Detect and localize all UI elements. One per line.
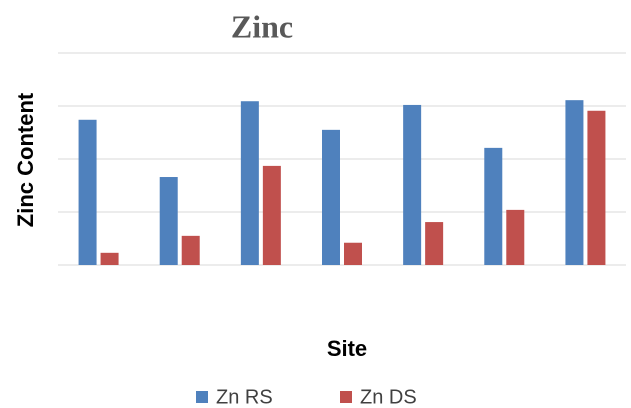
chart-title: Zinc (231, 8, 293, 44)
bar (403, 104, 422, 265)
legend-label: Zn RS (216, 386, 273, 408)
bar (344, 242, 362, 265)
bar (484, 147, 503, 265)
x-axis-label: Site (327, 336, 367, 361)
bar (425, 222, 444, 265)
bar (78, 119, 97, 265)
bar (181, 235, 200, 265)
legend-swatch (196, 391, 208, 403)
y-axis-label: Zinc Content (13, 92, 38, 227)
legend-swatch (340, 391, 352, 403)
bar (322, 129, 340, 265)
bar (506, 209, 525, 265)
bar (587, 110, 606, 266)
bar (262, 165, 281, 265)
bar (159, 177, 178, 265)
legend-label: Zn DS (360, 386, 417, 408)
bar (240, 101, 259, 265)
bar (565, 100, 584, 265)
bar (100, 252, 119, 265)
